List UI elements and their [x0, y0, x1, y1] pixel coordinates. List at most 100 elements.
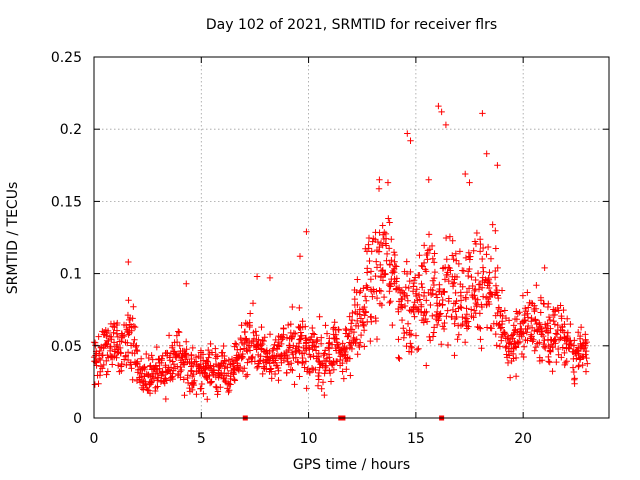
data-point: [170, 361, 178, 368]
outlier-point: [303, 228, 310, 235]
x-tick-label: 0: [90, 431, 99, 447]
data-point: [444, 307, 451, 314]
data-point: [477, 240, 484, 248]
data-point: [170, 367, 177, 374]
data-point: [280, 331, 287, 338]
data-point: [237, 346, 244, 353]
data-point: [361, 293, 369, 300]
data-point: [473, 303, 480, 310]
y-tick-label: 0.2: [60, 122, 82, 138]
data-point: [504, 333, 512, 341]
data-point: [339, 340, 346, 347]
data-point: [349, 309, 356, 317]
data-point: [312, 347, 320, 354]
data-point: [571, 380, 578, 387]
data-point: [287, 359, 295, 367]
data-point: [296, 304, 303, 312]
data-point: [392, 285, 400, 292]
data-point: [139, 365, 146, 372]
data-point: [567, 340, 575, 348]
data-point: [457, 303, 464, 311]
data-point: [162, 395, 170, 403]
data-point: [504, 359, 512, 367]
data-point: [153, 343, 161, 351]
data-point: [379, 267, 386, 274]
data-point: [231, 377, 239, 384]
data-point: [410, 283, 417, 290]
data-point: [550, 337, 557, 345]
data-point: [553, 358, 560, 366]
data-point: [316, 313, 323, 320]
data-point: [492, 330, 499, 338]
data-point: [475, 285, 483, 293]
data-point: [413, 346, 421, 353]
data-point: [326, 345, 333, 352]
data-point: [229, 362, 237, 370]
outlier-point: [541, 264, 548, 272]
data-point: [114, 341, 121, 349]
data-point: [395, 284, 403, 291]
data-point: [296, 324, 303, 332]
data-point: [527, 299, 535, 307]
data-point: [424, 256, 431, 263]
data-point: [269, 347, 276, 354]
data-point: [544, 303, 552, 311]
data-point: [148, 352, 155, 359]
data-point: [344, 355, 351, 362]
data-point: [302, 323, 309, 330]
data-point: [382, 242, 390, 249]
data-point: [203, 371, 211, 379]
data-point: [200, 390, 207, 398]
data-point: [571, 375, 578, 382]
data-point: [411, 313, 418, 320]
data-point: [552, 330, 560, 337]
data-point: [214, 353, 221, 360]
data-point: [512, 354, 520, 362]
data-point: [382, 271, 389, 278]
data-point: [367, 313, 374, 321]
data-point: [386, 288, 393, 295]
outlier-point: [183, 280, 190, 287]
data-point: [558, 315, 565, 322]
data-point: [206, 379, 214, 387]
data-point: [550, 317, 557, 325]
data-point: [538, 331, 545, 338]
data-point: [130, 323, 138, 330]
y-tick-label: 0.05: [51, 339, 82, 355]
data-point: [311, 343, 318, 350]
data-point: [100, 345, 107, 352]
outlier-point: [266, 274, 274, 282]
data-point: [436, 300, 443, 307]
data-point: [208, 378, 215, 385]
data-point: [414, 305, 421, 313]
data-point: [407, 268, 414, 276]
data-point: [191, 358, 198, 366]
data-point: [128, 365, 135, 372]
data-point: [261, 334, 268, 341]
data-point: [95, 333, 102, 340]
data-point: [218, 349, 225, 356]
data-point: [239, 368, 247, 375]
data-point: [529, 338, 536, 345]
data-point: [487, 255, 495, 262]
data-point: [579, 361, 586, 369]
data-point: [558, 354, 565, 361]
data-point: [560, 306, 567, 314]
data-point: [129, 376, 136, 384]
data-point: [453, 297, 460, 305]
data-point: [479, 244, 487, 252]
data-point: [479, 264, 487, 271]
data-point: [418, 303, 425, 310]
data-point: [390, 249, 398, 256]
data-point: [541, 337, 548, 344]
data-point: [149, 356, 156, 363]
data-point: [212, 345, 219, 352]
data-point: [289, 367, 296, 374]
data-point: [339, 368, 346, 375]
data-point: [197, 385, 204, 392]
data-point: [385, 215, 392, 222]
data-point: [208, 349, 216, 356]
data-point: [389, 321, 396, 329]
data-point: [433, 294, 441, 301]
data-point: [126, 329, 133, 337]
